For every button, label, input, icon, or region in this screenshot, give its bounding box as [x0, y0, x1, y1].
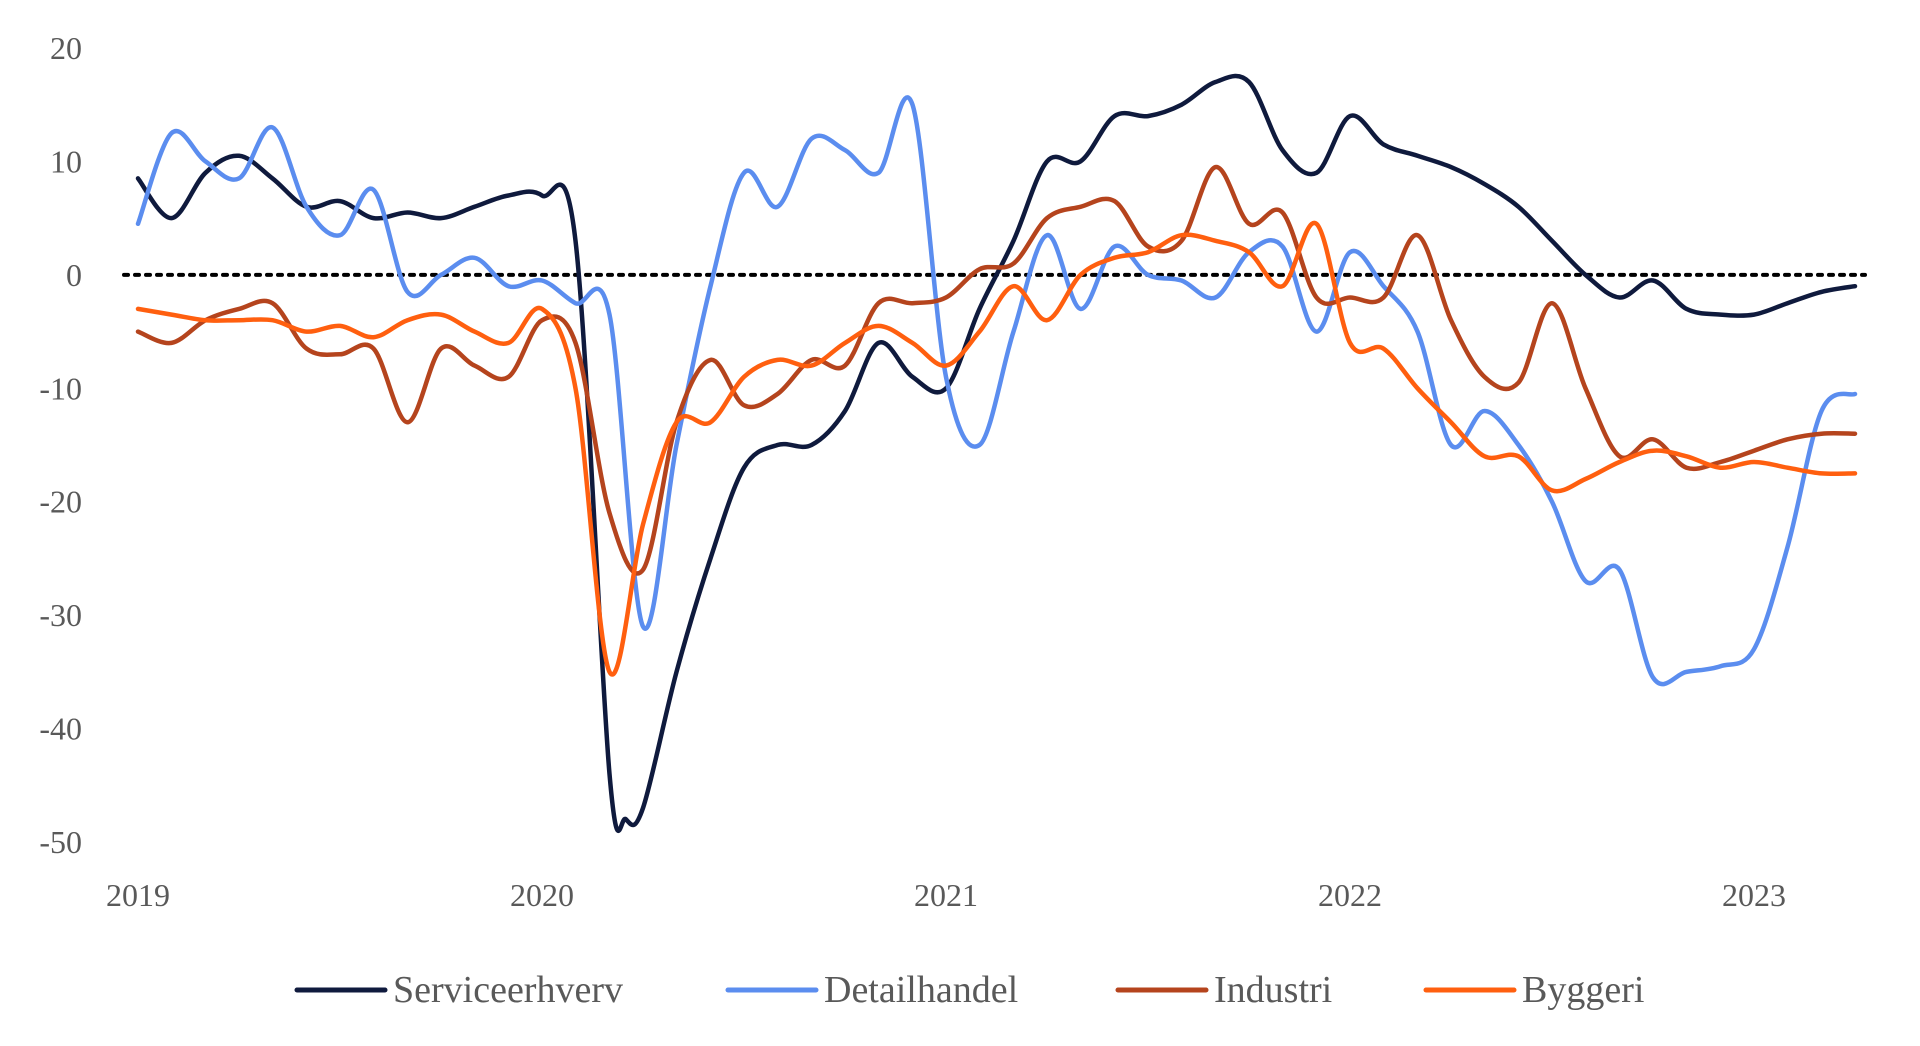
x-tick-label: 2021	[914, 877, 978, 913]
legend-label: Byggeri	[1522, 969, 1644, 1011]
x-axis-ticks: 2019 2020 2021 2022 2023	[106, 877, 1786, 913]
y-tick-label: 0	[66, 257, 82, 293]
y-tick-label: -50	[39, 824, 82, 860]
series-line-detailhandel	[135, 95, 1858, 687]
y-tick-label: 10	[50, 143, 82, 179]
legend-label: Serviceerhverv	[393, 969, 623, 1011]
legend-item-byggeri: Byggeri	[1423, 969, 1644, 1011]
x-tick-label: 2020	[510, 877, 574, 913]
series-line-serviceerhverv	[135, 73, 1858, 834]
x-tick-label: 2023	[1722, 877, 1786, 913]
x-tick-label: 2022	[1318, 877, 1382, 913]
y-tick-label: 20	[50, 30, 82, 66]
y-tick-label: -20	[39, 484, 82, 520]
legend-item-detailhandel: Detailhandel	[725, 969, 1018, 1011]
series-line-byggeri	[135, 220, 1858, 677]
legend-item-industri: Industri	[1115, 969, 1332, 1011]
y-tick-label: -30	[39, 597, 82, 633]
series-lines	[135, 73, 1858, 834]
legend-label: Industri	[1214, 969, 1332, 1011]
legend-item-serviceerhverv: Serviceerhverv	[294, 969, 623, 1011]
y-tick-label: -40	[39, 711, 82, 747]
legend: Serviceerhverv Detailhandel Industri Bygger…	[294, 969, 1644, 1011]
y-tick-label: -10	[39, 370, 82, 406]
y-axis-ticks: 20 10 0 -10 -20 -30 -40 -50	[39, 30, 82, 860]
series-line-industri	[135, 164, 1858, 576]
x-tick-label: 2019	[106, 877, 170, 913]
legend-label: Detailhandel	[824, 969, 1018, 1011]
